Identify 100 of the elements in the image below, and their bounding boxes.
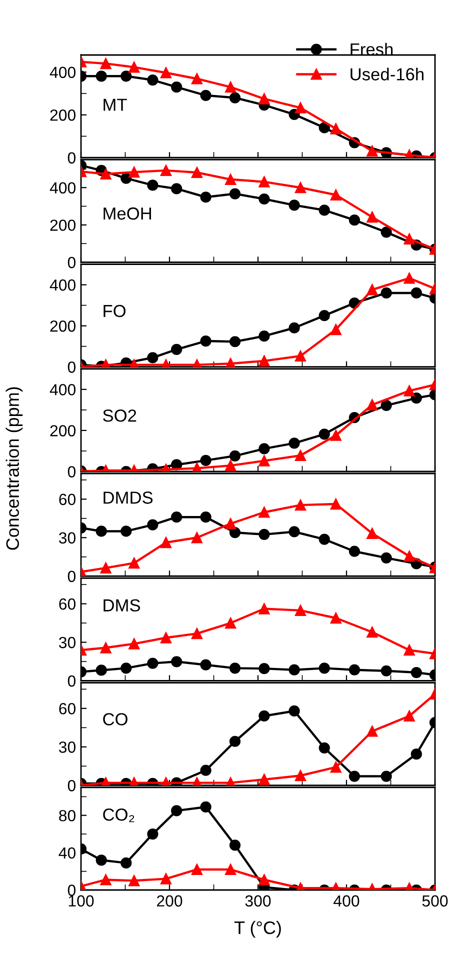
point	[380, 665, 392, 676]
point	[200, 801, 212, 813]
x-tick-label: 500	[422, 895, 448, 907]
point	[258, 193, 270, 205]
point	[294, 350, 306, 362]
point	[410, 287, 422, 299]
y-axis-title: Concentration (ppm)	[6, 387, 23, 550]
point	[294, 450, 306, 462]
y-tick-label: 30	[58, 532, 76, 544]
point	[229, 188, 241, 200]
point	[258, 603, 270, 614]
point	[160, 873, 172, 884]
y-tick-label: 400	[50, 182, 76, 194]
point	[288, 322, 300, 334]
point	[330, 189, 342, 200]
point	[330, 498, 342, 510]
x-axis-title: T (°C)	[234, 920, 281, 938]
y-tick-label: 60	[59, 494, 76, 506]
point	[120, 70, 132, 82]
point	[147, 74, 158, 86]
point	[404, 644, 415, 656]
point	[318, 204, 330, 216]
text: FO	[104, 304, 126, 318]
y-tick-label: 400	[50, 279, 76, 291]
point	[258, 506, 270, 518]
point	[229, 336, 241, 348]
point	[229, 450, 241, 462]
point	[366, 212, 378, 223]
point	[404, 233, 415, 244]
point	[330, 324, 342, 336]
point	[258, 528, 270, 540]
y-tick-label: 30	[58, 742, 76, 753]
point	[171, 512, 182, 523]
point	[348, 664, 360, 676]
text: CO₂	[103, 808, 134, 822]
y-tick-label: 40	[58, 847, 76, 859]
y-tick-label: 200	[50, 425, 76, 436]
point	[410, 392, 422, 404]
point	[288, 438, 300, 449]
y-tick-label: 200	[50, 110, 76, 121]
point	[380, 552, 392, 564]
point	[318, 662, 330, 674]
point	[225, 518, 236, 530]
text: DMDS	[104, 492, 153, 504]
point	[128, 638, 140, 650]
point	[100, 562, 112, 574]
point	[410, 666, 422, 678]
y-tick-label: 30	[58, 636, 76, 648]
point	[410, 748, 422, 760]
y-tick-label: 0	[68, 570, 76, 582]
x-tick-label: 100	[68, 895, 94, 907]
point	[294, 500, 306, 511]
point	[258, 443, 270, 454]
point	[258, 176, 270, 188]
y-tick-label: 0	[68, 256, 76, 268]
point	[160, 536, 172, 548]
point	[120, 857, 132, 868]
point	[128, 62, 140, 73]
point	[160, 632, 172, 644]
point	[147, 519, 158, 530]
point	[366, 626, 378, 638]
y-tick-label: 0	[68, 884, 76, 896]
point	[366, 726, 378, 737]
point	[288, 664, 300, 676]
point	[100, 168, 112, 180]
point	[200, 764, 212, 776]
point	[318, 122, 330, 134]
point	[404, 385, 415, 396]
point	[191, 864, 202, 876]
point	[318, 310, 330, 322]
point	[366, 284, 378, 296]
point	[258, 330, 270, 342]
y-tick-label: 200	[50, 320, 76, 332]
point	[96, 526, 107, 537]
point	[200, 335, 212, 347]
point	[100, 642, 112, 654]
point	[348, 546, 360, 557]
point	[200, 659, 212, 670]
text: SO2	[103, 409, 136, 422]
point	[147, 658, 158, 669]
point	[171, 805, 182, 816]
point	[404, 550, 415, 562]
point	[225, 617, 236, 629]
legend-label: Used-16h	[350, 68, 424, 80]
point	[229, 526, 241, 538]
point	[318, 742, 330, 754]
point	[200, 454, 212, 466]
point	[229, 662, 241, 674]
point	[120, 172, 132, 184]
point	[100, 874, 112, 886]
point	[348, 770, 360, 782]
point	[171, 183, 182, 194]
x-tick-label: 400	[334, 895, 360, 907]
y-tick-label: 0	[68, 780, 76, 792]
point	[200, 90, 212, 101]
text: DMS	[104, 599, 140, 612]
point	[171, 344, 182, 355]
y-tick-label: 200	[50, 220, 76, 231]
point	[96, 854, 107, 866]
y-tick-label: 80	[59, 810, 76, 822]
